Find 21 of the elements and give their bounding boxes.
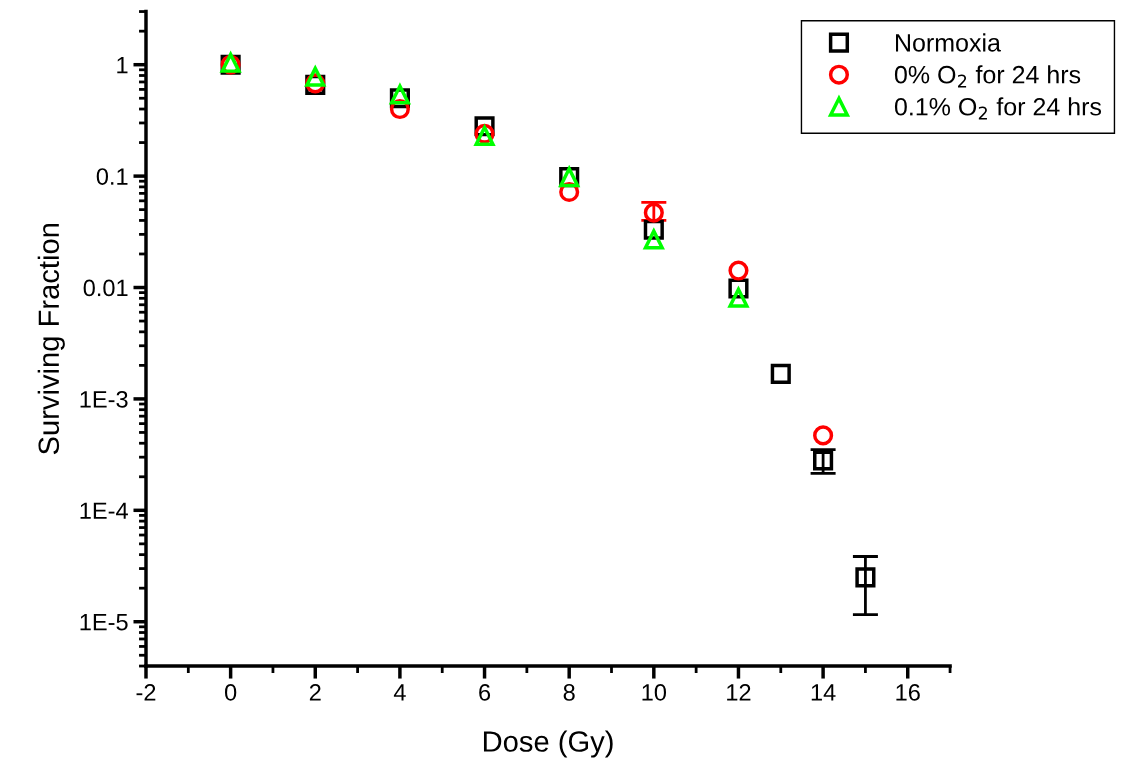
legend-label: Normoxia [896,33,1001,52]
y-axis-title: Surviving Fraction [37,223,65,455]
y-tick-label: 1 [117,57,128,74]
legend-label: 0% O$_{2}$ for 24 hrs [894,65,1081,88]
x-axis-title: Dose (Gy) [483,730,613,758]
x-tick-label: 4 [393,684,406,701]
x-tick-label: 10 [642,684,667,701]
legend-label: 0.1% O$_{2}$ for 24 hrs [894,97,1102,120]
y-tick-label: 1E-3 [80,390,128,408]
y-tick-label: 0.1 [96,168,128,185]
x-tick-label: 12 [727,684,751,701]
x-tick-label: 6 [479,684,491,701]
x-tick-label: -2 [136,684,156,701]
x-tick-label: 8 [563,684,575,701]
x-tick-label: 16 [896,684,920,701]
y-tick-label: 0.01 [83,279,128,297]
y-tick-label: 1E-4 [80,502,128,519]
y-tick-label: 1E-5 [80,614,128,631]
x-tick-label: 0 [224,684,237,701]
x-tick-label: 14 [811,684,836,701]
x-tick-label: 2 [309,684,321,701]
